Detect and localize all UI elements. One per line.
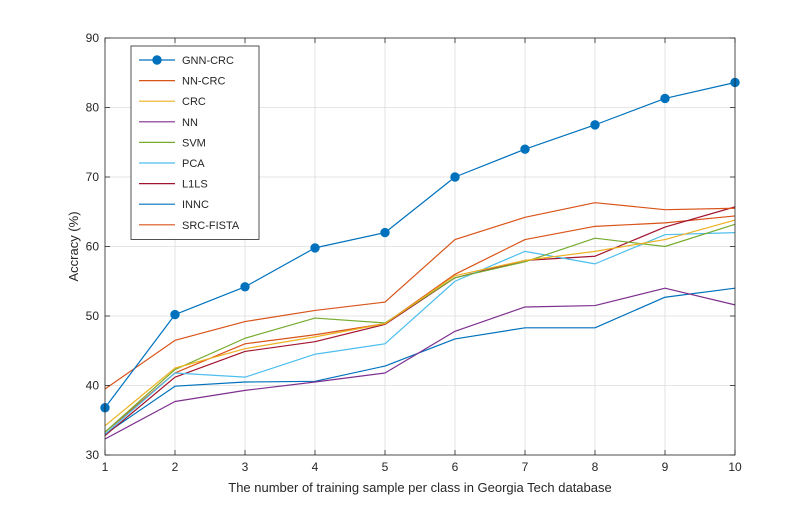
y-tick-label: 50 (86, 309, 100, 323)
axis-ticks: 1 2 3 4 5 6 7 8 9 10 30 40 50 60 70 80 90 (86, 31, 742, 474)
x-tick-label: 10 (728, 460, 742, 474)
series-line-nn-crc (104, 202, 736, 390)
data-point-gnn-crc (450, 172, 460, 182)
x-tick-label: 7 (522, 460, 529, 474)
x-tick-label: 1 (102, 460, 109, 474)
series-line-gnn-crc (104, 81, 736, 409)
x-tick-label: 5 (382, 460, 389, 474)
x-tick-label: 6 (452, 460, 459, 474)
series-line-pca (104, 232, 736, 435)
legend-label-src-fista: SRC-FISTA (182, 220, 240, 232)
legend-label-gnn-crc: GNN-CRC (182, 55, 234, 67)
x-tick-label: 2 (172, 460, 179, 474)
data-point-gnn-crc (590, 120, 600, 130)
legend: GNN-CRC NN-CRC CRC NN SVM PCA L1LS INNC SRC-FIST… (130, 45, 260, 240)
series-line-crc (104, 219, 736, 427)
legend-label-nn: NN (182, 117, 198, 129)
x-tick-label: 4 (312, 460, 319, 474)
x-axis-title: The number of training sample per class … (228, 480, 611, 495)
data-point-gnn-crc (170, 309, 180, 320)
legend-label-crc: CRC (182, 96, 206, 108)
y-tick-label: 40 (86, 379, 100, 393)
x-tick-label: 8 (592, 460, 599, 474)
legend-marker-gnn-crc (152, 55, 162, 65)
data-point-gnn-crc (520, 144, 530, 154)
y-axis-title: Accracy (%) (66, 211, 81, 281)
y-tick-label: 30 (86, 448, 100, 462)
data-point-gnn-crc (380, 227, 390, 238)
series-line-nn (104, 287, 736, 440)
y-tick-label: 60 (86, 240, 100, 254)
x-tick-label: 9 (662, 460, 669, 474)
y-tick-label: 80 (86, 101, 100, 115)
series-lines (100, 77, 740, 440)
x-tick-label: 3 (242, 460, 249, 474)
legend-label-innc: INNC (182, 199, 209, 211)
y-tick-label: 90 (86, 31, 100, 45)
y-tick-label: 70 (86, 170, 100, 184)
legend-label-l1ls: L1LS (182, 179, 208, 191)
legend-label-pca: PCA (182, 158, 205, 170)
legend-label-svm: SVM (182, 137, 206, 149)
legend-label-nn-crc: NN-CRC (182, 76, 225, 88)
data-point-gnn-crc (310, 243, 320, 253)
data-point-gnn-crc (660, 93, 670, 104)
data-point-gnn-crc (240, 282, 250, 292)
